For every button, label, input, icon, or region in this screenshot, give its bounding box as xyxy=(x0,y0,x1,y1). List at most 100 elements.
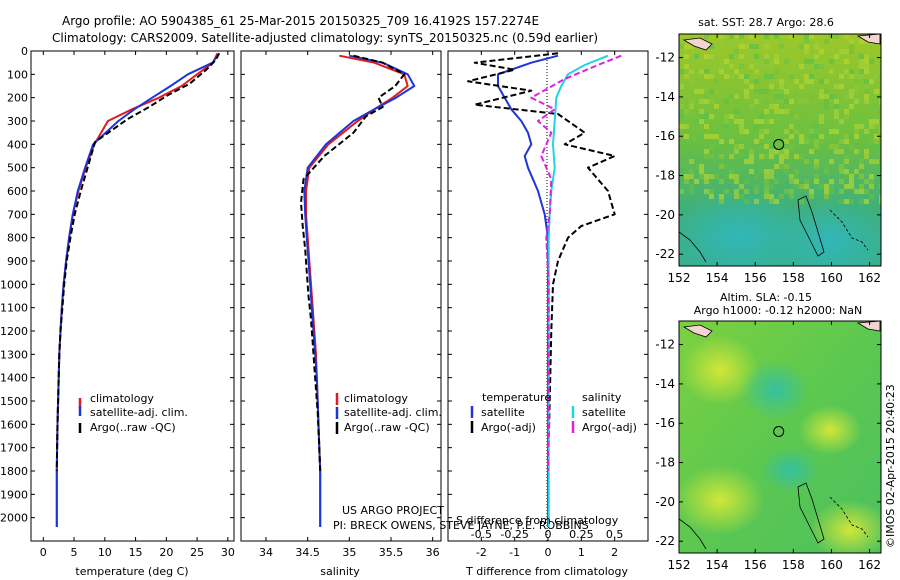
sst-pixel xyxy=(709,154,714,159)
x-tick-label: 25 xyxy=(190,546,204,559)
sst-pixel xyxy=(719,154,724,159)
sst-pixel xyxy=(694,89,699,94)
sst-pixel xyxy=(804,114,809,119)
sst-pixel xyxy=(794,129,799,134)
sst-cool-patch xyxy=(770,200,881,266)
sst-pixel xyxy=(839,139,844,144)
sst-pixel xyxy=(834,124,839,129)
sst-pixel xyxy=(689,34,694,39)
sst-pixel xyxy=(814,164,819,169)
sst-pixel xyxy=(679,189,684,194)
sst-pixel xyxy=(689,69,694,74)
map-y-tick-label: -22 xyxy=(655,247,675,261)
sst-pixel xyxy=(784,49,789,54)
sst-pixel xyxy=(859,184,864,189)
sst-pixel xyxy=(759,134,764,139)
sst-pixel xyxy=(849,174,854,179)
y-tick-label: 1600 xyxy=(0,418,28,431)
sst-pixel xyxy=(784,154,789,159)
sst-pixel xyxy=(774,164,779,169)
sst-pixel xyxy=(869,59,874,64)
sst-pixel xyxy=(819,184,824,189)
sst-pixel xyxy=(744,94,749,99)
sst-pixel xyxy=(764,194,769,199)
sst-pixel xyxy=(724,44,729,49)
sst-pixel xyxy=(764,34,769,39)
reef-contour xyxy=(829,209,869,251)
sst-pixel xyxy=(854,134,859,139)
sst-pixel xyxy=(734,34,739,39)
sst-pixel xyxy=(819,79,824,84)
sst-pixel xyxy=(794,184,799,189)
sst-pixel xyxy=(759,64,764,69)
sst-pixel xyxy=(704,189,709,194)
sst-pixel xyxy=(879,104,881,109)
sst-pixel xyxy=(874,134,879,139)
sst-pixel xyxy=(874,139,879,144)
sst-pixel xyxy=(689,174,694,179)
y-tick-label: 700 xyxy=(7,208,28,221)
sst-pixel xyxy=(734,69,739,74)
sst-pixel xyxy=(769,154,774,159)
sst-pixel xyxy=(719,164,724,169)
landmass xyxy=(682,324,713,338)
sst-pixel xyxy=(754,44,759,49)
sst-pixel xyxy=(754,139,759,144)
sst-pixel xyxy=(764,119,769,124)
sst-pixel xyxy=(789,189,794,194)
sst-pixel xyxy=(749,169,754,174)
sst-pixel xyxy=(769,74,774,79)
sst-pixel xyxy=(864,84,869,89)
landmass xyxy=(856,34,881,45)
sst-pixel xyxy=(854,124,859,129)
sst-pixel xyxy=(694,179,699,184)
sst-pixel xyxy=(759,169,764,174)
sst-pixel xyxy=(809,34,814,39)
legend-label-argo: Argo(..raw -QC) xyxy=(344,421,430,434)
x-tick-label: 15 xyxy=(129,546,143,559)
sst-pixel xyxy=(724,119,729,124)
map-x-tick-label: 160 xyxy=(820,271,843,285)
sst-pixel xyxy=(714,79,719,84)
sst-pixel xyxy=(794,174,799,179)
x-tick-label: 35.5 xyxy=(379,546,404,559)
sst-pixel xyxy=(819,49,824,54)
sst-pixel xyxy=(689,169,694,174)
sst-pixel xyxy=(689,59,694,64)
sst-pixel xyxy=(854,169,859,174)
top-x-tick-label: 0.25 xyxy=(569,528,594,541)
sst-pixel xyxy=(804,64,809,69)
sst-pixel xyxy=(734,179,739,184)
sst-pixel xyxy=(684,54,689,59)
x-tick-label: 36 xyxy=(426,546,440,559)
sst-pixel xyxy=(809,134,814,139)
sst-pixel xyxy=(859,164,864,169)
sst-pixel xyxy=(834,114,839,119)
sst-pixel xyxy=(684,134,689,139)
sst-pixel xyxy=(829,184,834,189)
sst-pixel xyxy=(754,69,759,74)
x-tick-label: 34.5 xyxy=(295,546,320,559)
sst-pixel xyxy=(854,149,859,154)
sst-pixel xyxy=(809,74,814,79)
landmass xyxy=(682,37,713,51)
sst-pixel xyxy=(879,54,881,59)
sst-pixel xyxy=(864,69,869,74)
sst-pixel xyxy=(839,199,844,204)
sst-pixel xyxy=(759,129,764,134)
sst-pixel xyxy=(734,119,739,124)
sst-pixel xyxy=(809,49,814,54)
sst-pixel xyxy=(729,114,734,119)
sst-pixel xyxy=(854,114,859,119)
sst-pixel xyxy=(789,39,794,44)
sst-pixel xyxy=(874,89,879,94)
x-tick-label: 0 xyxy=(545,546,552,559)
x-tick-label: 2 xyxy=(611,546,618,559)
sst-pixel xyxy=(754,99,759,104)
legend-label-climatology: climatology xyxy=(344,392,408,405)
sst-pixel xyxy=(839,84,844,89)
sst-pixel xyxy=(819,64,824,69)
sst-pixel xyxy=(879,124,881,129)
sst-pixel xyxy=(814,159,819,164)
